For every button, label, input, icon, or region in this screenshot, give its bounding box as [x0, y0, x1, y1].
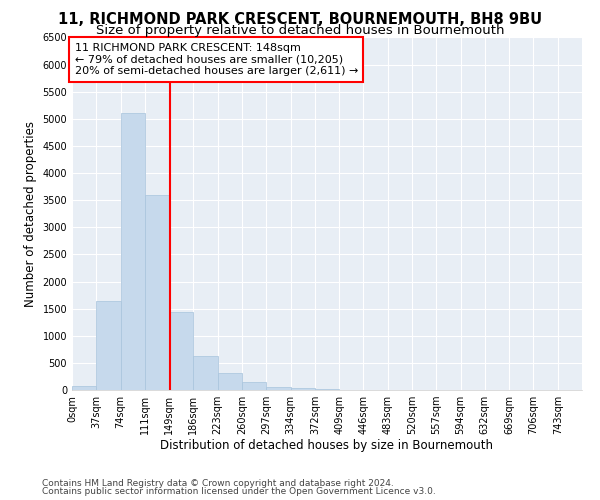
Bar — [72, 386, 96, 390]
Bar — [242, 382, 266, 390]
Text: Contains public sector information licensed under the Open Government Licence v3: Contains public sector information licen… — [42, 487, 436, 496]
Text: 11 RICHMOND PARK CRESCENT: 148sqm
← 79% of detached houses are smaller (10,205)
: 11 RICHMOND PARK CRESCENT: 148sqm ← 79% … — [74, 43, 358, 76]
Bar — [290, 388, 315, 390]
Text: Size of property relative to detached houses in Bournemouth: Size of property relative to detached ho… — [96, 24, 504, 37]
Bar — [169, 312, 193, 390]
Text: Contains HM Land Registry data © Crown copyright and database right 2024.: Contains HM Land Registry data © Crown c… — [42, 478, 394, 488]
Bar — [218, 373, 242, 390]
Bar — [193, 356, 218, 390]
X-axis label: Distribution of detached houses by size in Bournemouth: Distribution of detached houses by size … — [161, 438, 493, 452]
Bar — [145, 195, 169, 390]
Bar — [96, 300, 121, 390]
Text: 11, RICHMOND PARK CRESCENT, BOURNEMOUTH, BH8 9BU: 11, RICHMOND PARK CRESCENT, BOURNEMOUTH,… — [58, 12, 542, 28]
Bar — [121, 114, 145, 390]
Y-axis label: Number of detached properties: Number of detached properties — [24, 120, 37, 306]
Bar — [266, 388, 290, 390]
